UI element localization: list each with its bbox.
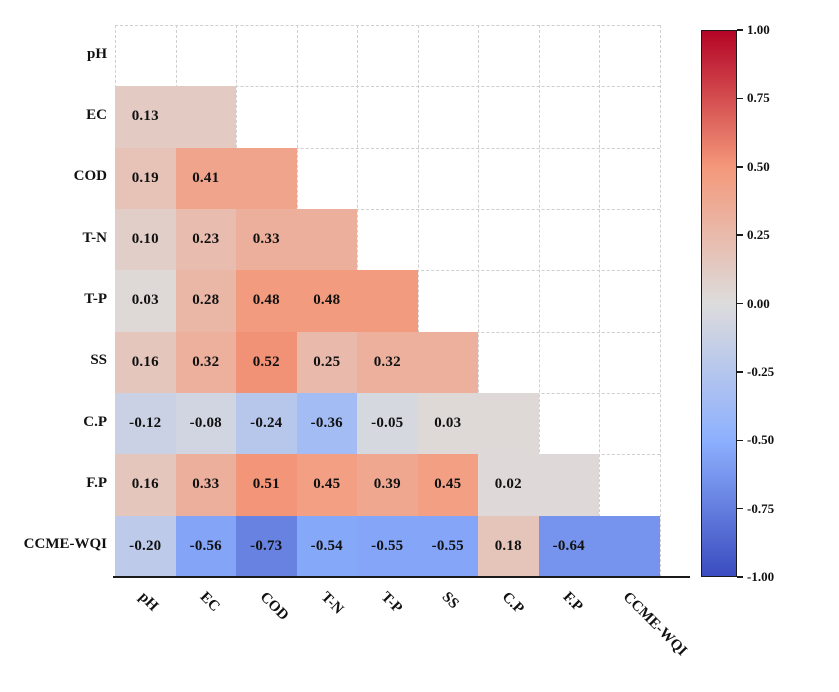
correlation-cell: 0.48 — [296, 270, 357, 332]
x-tick-label: C.P — [498, 589, 528, 618]
colorbar-tick-mark — [737, 166, 743, 168]
correlation-cell: 0.03 — [417, 393, 478, 455]
colorbar-tick-mark — [737, 302, 743, 305]
y-tick-label: F.P — [86, 475, 107, 491]
colorbar-tick-label: 0.00 — [747, 295, 770, 311]
diagonal-cell — [599, 515, 660, 577]
correlation-cell: -0.55 — [417, 515, 478, 577]
x-tick-label: COD — [256, 589, 292, 624]
gridline-vertical — [478, 25, 479, 577]
gridline-vertical — [659, 25, 661, 577]
correlation-cell: 0.23 — [175, 209, 236, 271]
correlation-cell: 0.25 — [296, 331, 357, 393]
gridline-horizontal — [115, 86, 660, 88]
colorbar-tick-mark — [737, 507, 743, 510]
x-tick-label: T-P — [377, 589, 406, 617]
diagonal-cell — [296, 209, 357, 271]
correlation-cell: 0.13 — [115, 86, 176, 148]
colorbar-tick-mark — [737, 439, 743, 441]
colorbar-tick-label: -0.50 — [747, 432, 775, 448]
gridline-vertical — [417, 25, 419, 577]
x-tick-label: T-N — [317, 589, 347, 618]
colorbar-tick-mark — [737, 97, 743, 100]
correlation-cell: 0.10 — [115, 209, 176, 271]
colorbar-tick-label: -0.75 — [747, 500, 775, 516]
y-tick-label: T-P — [84, 291, 107, 307]
gridline-horizontal — [115, 209, 660, 210]
x-tick-label: CCME-WQI — [619, 589, 691, 660]
x-tick-label: EC — [196, 589, 223, 616]
correlation-cell: -0.56 — [175, 515, 236, 577]
diagonal-cell — [357, 270, 418, 332]
correlation-cell: 0.16 — [115, 454, 176, 516]
x-tick-label: F.P — [559, 589, 586, 615]
y-tick-label: COD — [73, 168, 107, 185]
correlation-cell: 0.45 — [417, 454, 478, 516]
colorbar-tick-mark — [737, 29, 743, 31]
correlation-cell: -0.64 — [538, 515, 599, 577]
diagonal-cell — [417, 331, 478, 393]
gridline-horizontal — [115, 25, 660, 26]
correlation-cell: 0.39 — [357, 454, 418, 516]
diagonal-cell — [175, 86, 236, 148]
correlation-cell: -0.24 — [236, 393, 297, 455]
correlation-cell: -0.73 — [236, 515, 297, 577]
colorbar-tick-mark — [737, 234, 743, 236]
correlation-cell: 0.33 — [236, 209, 297, 271]
correlation-cell: 0.02 — [478, 454, 539, 516]
colorbar-tick-label: 1.00 — [747, 22, 770, 37]
correlation-cell: 0.03 — [115, 270, 176, 332]
correlation-cell: 0.48 — [236, 270, 297, 332]
colorbar-tick-label: 0.25 — [747, 227, 770, 243]
correlation-cell: -0.20 — [115, 515, 176, 577]
correlation-cell: 0.18 — [478, 515, 539, 577]
correlation-cell: -0.05 — [357, 393, 418, 455]
y-tick-label: pH — [86, 45, 107, 62]
colorbar-gradient — [701, 30, 737, 577]
correlation-cell: 0.16 — [115, 331, 176, 393]
diagonal-cell — [538, 454, 599, 516]
x-tick-label: pH — [135, 589, 162, 615]
correlation-cell: -0.54 — [296, 515, 357, 577]
correlation-cell: 0.52 — [236, 331, 297, 393]
y-tick-label: C.P — [83, 413, 107, 430]
correlation-cell: 0.45 — [296, 454, 357, 516]
correlation-cell: 0.33 — [175, 454, 236, 516]
correlation-cell: -0.36 — [296, 393, 357, 455]
x-tick-label: SS — [438, 589, 462, 613]
correlation-cell: -0.55 — [357, 515, 418, 577]
y-tick-label: EC — [86, 107, 107, 123]
y-tick-label: T-N — [82, 229, 107, 246]
colorbar-tick-label: 0.75 — [747, 90, 770, 106]
correlation-cell: 0.28 — [175, 270, 236, 332]
y-tick-label: SS — [90, 352, 107, 369]
gridline-vertical — [538, 25, 540, 577]
gridline-horizontal — [115, 147, 660, 149]
x-axis-line — [113, 576, 690, 578]
diagonal-cell — [478, 393, 539, 455]
correlation-cell: 0.19 — [115, 147, 176, 209]
colorbar-tick-label: 0.50 — [747, 158, 770, 174]
correlation-cell: 0.32 — [357, 331, 418, 393]
colorbar-tick-mark — [737, 371, 743, 373]
colorbar-tick-label: -0.25 — [747, 363, 775, 379]
colorbar-tick-label: -1.00 — [747, 569, 775, 584]
y-tick-label: CCME-WQI — [23, 536, 107, 553]
correlation-cell: 0.51 — [236, 454, 297, 516]
correlation-cell: -0.08 — [175, 393, 236, 455]
correlation-cell: 0.41 — [175, 147, 236, 209]
colorbar-tick-mark — [737, 576, 743, 578]
correlation-cell: -0.12 — [115, 393, 176, 455]
diagonal-cell — [236, 147, 297, 209]
correlation-cell: 0.32 — [175, 331, 236, 393]
gridline-vertical — [599, 25, 600, 577]
